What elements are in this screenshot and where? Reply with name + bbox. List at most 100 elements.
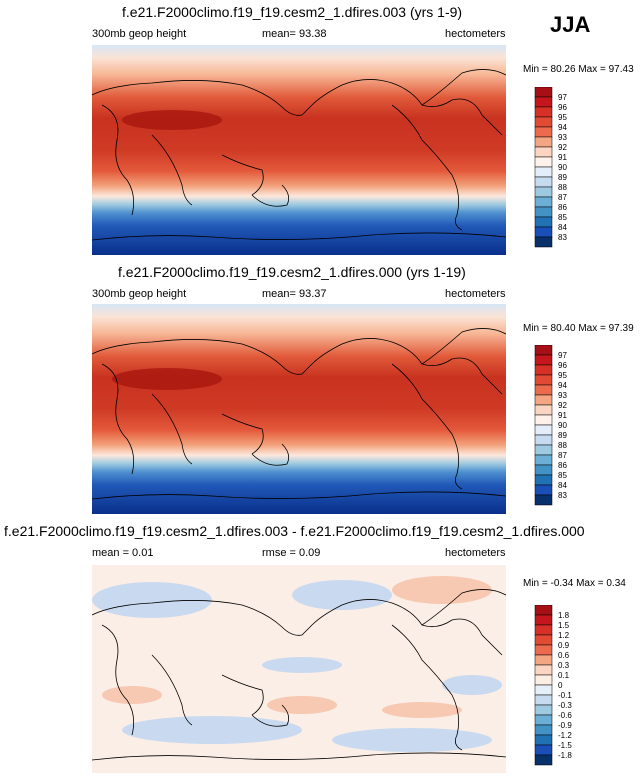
panel-2-field <box>92 304 506 514</box>
panel-3-minmax: Min = -0.34 Max = 0.34 <box>523 578 626 589</box>
panel-2-coastlines <box>92 328 506 500</box>
panel-1-colorbar-tick-label: 89 <box>558 173 567 182</box>
panel-3-colorbar-boxes <box>534 605 553 766</box>
panel-2-map <box>92 304 506 514</box>
panel-2-colorbar-box <box>534 414 553 426</box>
panel-3-colorbar-box <box>534 704 553 716</box>
panel-1-colorbar-tick-label: 88 <box>558 183 567 192</box>
panel-2-colorbar-tick-label: 97 <box>558 351 567 360</box>
panel-2-colorbar-tick-label: 91 <box>558 411 567 420</box>
panel-2-colorbar-box <box>534 474 553 486</box>
panel-3-colorbar-box <box>534 634 553 646</box>
panel-2-colorbar-tick-label: 84 <box>558 481 567 490</box>
panel-3-colorbar-tick-label: -0.1 <box>558 691 572 700</box>
panel-1-field <box>92 45 506 255</box>
panel-1-colorbar-tick-label: 93 <box>558 133 567 142</box>
panel-1-colorbar-box <box>534 216 553 228</box>
panel-3-colorbar-tick-label: 0 <box>558 681 563 690</box>
panel-3-colorbar-box <box>534 624 553 636</box>
panel-3-colorbar-box <box>534 754 553 766</box>
panel-3-colorbar-box <box>534 724 553 736</box>
panel-3-colorbar-tick-label: -1.5 <box>558 741 572 750</box>
panel-2-colorbar-tick-label: 83 <box>558 491 567 500</box>
panel-2-max-region <box>112 368 222 390</box>
panel-1-colorbar-tick-label: 84 <box>558 223 567 232</box>
panel-2-colorbar-tick-label: 86 <box>558 461 567 470</box>
panel-2-colorbar-box <box>534 494 553 506</box>
panel-3-colorbar-tick-label: 1.2 <box>558 631 570 640</box>
panel-2-colorbar-box <box>534 394 553 406</box>
panel-1-colorbar-box <box>534 226 553 238</box>
panel-3-colorbar-tick-label: 0.1 <box>558 671 570 680</box>
panel-2-colorbar-box <box>534 404 553 416</box>
panel-2-colorbar-tick-label: 88 <box>558 441 567 450</box>
panel-2-colorbar-box <box>534 374 553 386</box>
panel-3-colorbar: 1.81.51.20.90.60.30.10-0.1-0.3-0.6-0.9-1… <box>534 605 572 766</box>
panel-3-colorbar-tick-label: -1.8 <box>558 751 572 760</box>
panel-2-colorbar-tick-label: 93 <box>558 391 567 400</box>
panel-2-colorbar-tick-label: 92 <box>558 401 567 410</box>
panel-1-colorbar-box <box>534 116 553 128</box>
panel-2-colorbar-box <box>534 464 553 476</box>
panel-2-colorbar-box <box>534 384 553 396</box>
panel-1-colorbar-box <box>534 206 553 218</box>
panel-3-colorbar-tick-label: 0.3 <box>558 661 570 670</box>
panel-1-colorbar-box <box>534 236 553 248</box>
panel-3-colorbar-box <box>534 744 553 756</box>
panel-3-colorbar-tick-label: 0.6 <box>558 651 570 660</box>
panel-3-colorbar-tick-label: -0.6 <box>558 711 572 720</box>
panel-2-colorbar-box <box>534 424 553 436</box>
panel-1-max-region <box>122 110 222 130</box>
panel-1-mean-label: mean= 93.38 <box>262 28 327 40</box>
panel-3-map <box>92 565 506 773</box>
panel-3-colorbar-tick-label: 1.5 <box>558 621 570 630</box>
panel-1-colorbar-tick-label: 83 <box>558 233 567 242</box>
panel-3-colorbar-box <box>534 674 553 686</box>
panel-1-colorbar-tick-label: 87 <box>558 193 567 202</box>
panel-2-colorbar-box <box>534 434 553 446</box>
panel-2-colorbar-tick-label: 85 <box>558 471 567 480</box>
panel-1-colorbar-box <box>534 96 553 108</box>
panel-1-colorbar-tick-label: 91 <box>558 153 567 162</box>
panel-1-minmax: Min = 80.26 Max = 97.43 <box>523 64 634 75</box>
panel-3-colorbar-tick-label: 0.9 <box>558 641 570 650</box>
panel-3-colorbar-box <box>534 644 553 656</box>
panel-1-colorbar-tick-label: 94 <box>558 123 567 132</box>
panel-3-colorbar-ticks: 1.81.51.20.90.60.30.10-0.1-0.3-0.6-0.9-1… <box>558 611 572 760</box>
panel-1-colorbar-boxes <box>534 87 553 248</box>
panel-3-colorbar-box <box>534 694 553 706</box>
panel-1-colorbar-tick-label: 92 <box>558 143 567 152</box>
panel-1-colorbar-box <box>534 126 553 138</box>
panel-3-colorbar-box <box>534 714 553 726</box>
panel-3-colorbar-tick-label: -0.3 <box>558 701 572 710</box>
panel-2-colorbar-tick-label: 96 <box>558 361 567 370</box>
panel-3-colorbar-box <box>534 654 553 666</box>
panel-2-colorbar-tick-label: 90 <box>558 421 567 430</box>
panel-1-colorbar-box <box>534 136 553 148</box>
panel-1-colorbar-tick-label: 90 <box>558 163 567 172</box>
panel-2-colorbar-boxes <box>534 345 553 506</box>
panel-2-colorbar-box <box>534 345 553 356</box>
panel-3-colorbar-box <box>534 614 553 626</box>
panel-2-colorbar-box <box>534 444 553 456</box>
panel-2-colorbar-tick-label: 87 <box>558 451 567 460</box>
panel-3-rmse-label: rmse = 0.09 <box>262 547 321 559</box>
panel-1-coastlines <box>92 69 506 241</box>
panel-1-variable-label: 300mb geop height <box>92 28 187 40</box>
panel-3-positive-anomalies <box>102 576 492 718</box>
panel-2-colorbar-box <box>534 364 553 376</box>
panel-1-colorbar-tick-label: 96 <box>558 103 567 112</box>
panel-3-colorbar-box <box>534 684 553 696</box>
panel-1-colorbar-box <box>534 186 553 198</box>
panel-2-title: f.e21.F2000climo.f19_f19.cesm2_1.dfires.… <box>118 264 466 280</box>
panel-2-minmax: Min = 80.40 Max = 97.39 <box>523 323 634 334</box>
panel-1-units-label: hectometers <box>445 28 506 40</box>
panel-3-negative-anomalies <box>92 580 502 752</box>
season-label: JJA <box>550 12 591 37</box>
panel-1-colorbar-box <box>534 146 553 158</box>
panel-3-colorbar-tick-label: -0.9 <box>558 721 572 730</box>
